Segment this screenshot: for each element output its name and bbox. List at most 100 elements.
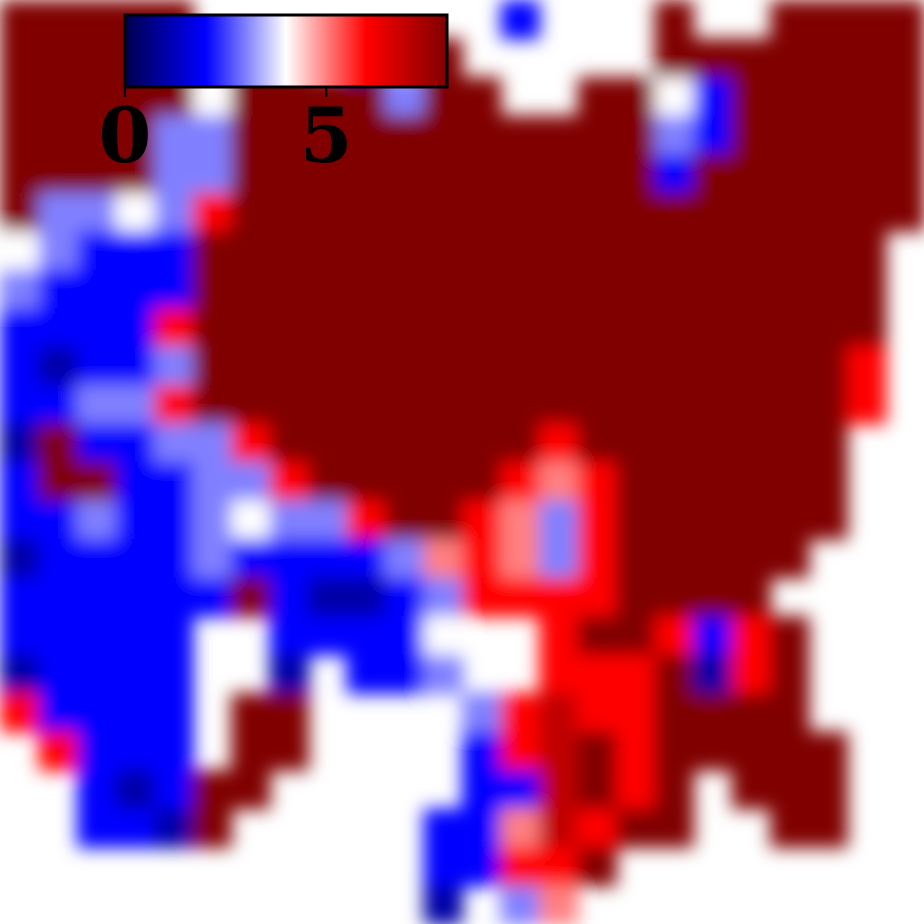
heatmap-cell [885, 38, 924, 78]
heatmap-cell [269, 231, 309, 271]
heatmap-cell [539, 808, 579, 848]
heatmap-cell [500, 462, 540, 502]
heatmap-cell [346, 539, 386, 579]
heatmap-cell [115, 385, 155, 425]
heatmap-cell [269, 693, 309, 733]
heatmap-cell [693, 38, 733, 78]
heatmap-cell [385, 500, 425, 540]
heatmap-cell [192, 308, 232, 348]
heatmap-cell [0, 385, 40, 425]
heatmap-cell [192, 385, 232, 425]
heatmap-cell [808, 500, 848, 540]
heatmap-cell [500, 231, 540, 271]
heatmap-cell [346, 500, 386, 540]
heatmap-cell [38, 577, 78, 617]
heatmap-cell [192, 462, 232, 502]
heatmap-cell [539, 423, 579, 463]
heatmap-cell [462, 192, 502, 232]
heatmap-cell [654, 77, 694, 117]
heatmap-cell [577, 192, 617, 232]
heatmap-cell [0, 269, 40, 309]
heatmap-cell [77, 346, 117, 386]
heatmap-cell [539, 616, 579, 656]
heatmap-cell [654, 770, 694, 810]
heatmap-cell [154, 539, 194, 579]
heatmap-cell [770, 616, 810, 656]
heatmap-cell [192, 539, 232, 579]
heatmap-cell [808, 423, 848, 463]
colorbar-gradient [123, 13, 449, 89]
heatmap-cell [770, 731, 810, 771]
heatmap-cell [77, 308, 117, 348]
heatmap-cell [770, 115, 810, 155]
heatmap-cell [192, 770, 232, 810]
heatmap-cell [269, 731, 309, 771]
heatmap-cell [38, 385, 78, 425]
heatmap-cell [462, 808, 502, 848]
heatmap-cell [115, 770, 155, 810]
heatmap-cell [693, 192, 733, 232]
heatmap-cell [269, 577, 309, 617]
heatmap-cell [770, 154, 810, 194]
heatmap-cell [500, 539, 540, 579]
heatmap-cell [231, 231, 271, 271]
heatmap-cell [269, 616, 309, 656]
heatmap-cell [500, 885, 540, 924]
heatmap-cell [654, 154, 694, 194]
heatmap-cell [154, 654, 194, 694]
heatmap-cell [731, 346, 771, 386]
heatmap-cell [693, 269, 733, 309]
heatmap-cell [154, 577, 194, 617]
heatmap-cell [308, 539, 348, 579]
heatmap-cell [770, 231, 810, 271]
heatmap-cell [154, 693, 194, 733]
heatmap-cell [693, 693, 733, 733]
heatmap-cell [770, 0, 810, 40]
heatmap-cell [616, 192, 656, 232]
heatmap-cell [885, 0, 924, 40]
heatmap-cell [308, 115, 348, 155]
heatmap-cell [346, 346, 386, 386]
heatmap-cell [0, 154, 40, 194]
heatmap-cell [693, 346, 733, 386]
heatmap-cell [115, 231, 155, 271]
heatmap-cell [731, 462, 771, 502]
heatmap-cell [115, 154, 155, 194]
heatmap-cell [731, 770, 771, 810]
heatmap-cell [346, 192, 386, 232]
heatmap-cell [38, 654, 78, 694]
heatmap-cell [500, 0, 540, 40]
heatmap-cell [115, 500, 155, 540]
heatmap-cell [0, 0, 40, 40]
heatmap-cell [616, 231, 656, 271]
heatmap-cell [462, 77, 502, 117]
heatmap-cell [269, 539, 309, 579]
heatmap-cell [231, 693, 271, 733]
heatmap-cell [577, 308, 617, 348]
heatmap-cell [77, 77, 117, 117]
heatmap-cell [77, 808, 117, 848]
heatmap-cell [115, 346, 155, 386]
heatmap-cell [0, 577, 40, 617]
heatmap-cell [77, 0, 117, 40]
heatmap-cell [885, 115, 924, 155]
heatmap-cell [115, 654, 155, 694]
heatmap-cell [847, 0, 887, 40]
heatmap-cell [577, 77, 617, 117]
heatmap-cell [346, 269, 386, 309]
heatmap-cell [654, 231, 694, 271]
heatmap-cell [731, 577, 771, 617]
heatmap-cell [808, 808, 848, 848]
heatmap-cell [269, 654, 309, 694]
heatmap-cell [192, 231, 232, 271]
heatmap-cell [500, 847, 540, 887]
heatmap-cell [808, 77, 848, 117]
heatmap-cell [616, 654, 656, 694]
heatmap-cell [269, 423, 309, 463]
heatmap-cell [500, 500, 540, 540]
heatmap-cell [385, 192, 425, 232]
heatmap-cell [346, 115, 386, 155]
heatmap-cell [577, 731, 617, 771]
heatmap-cell [577, 616, 617, 656]
heatmap-cell [731, 616, 771, 656]
